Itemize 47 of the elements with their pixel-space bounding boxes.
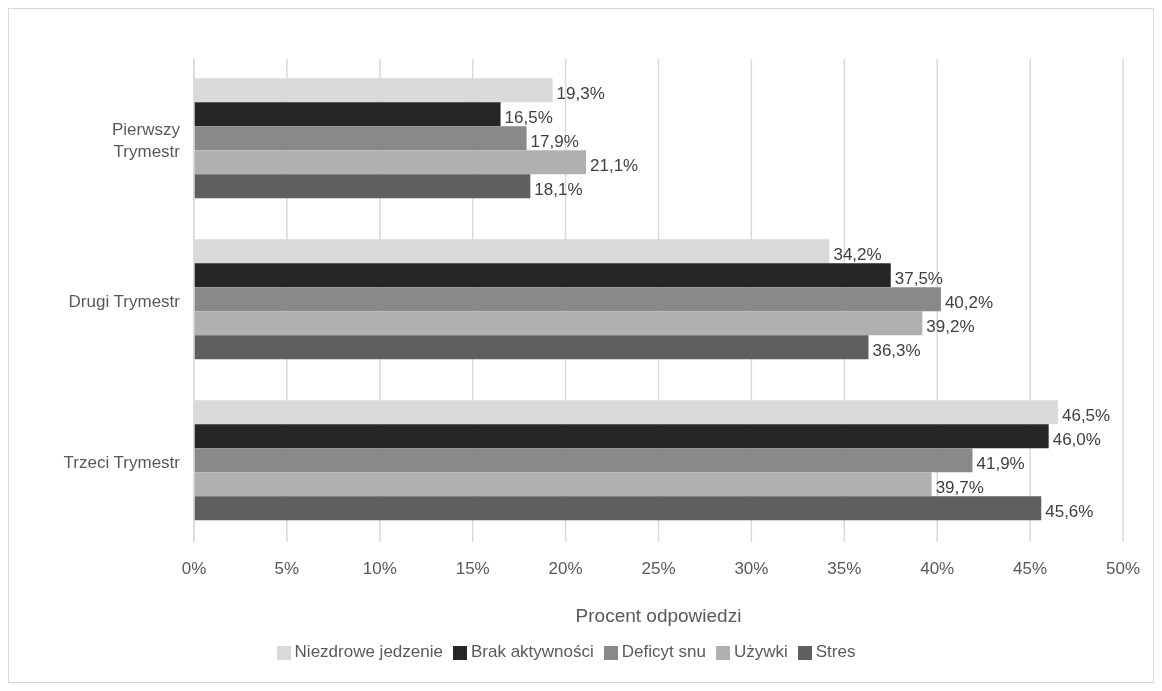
data-label: 36,3% (872, 341, 921, 361)
bar (194, 424, 1049, 449)
x-tick-label: 25% (641, 559, 676, 579)
x-tick-label: 45% (1013, 559, 1048, 579)
data-label: 41,9% (976, 454, 1025, 474)
x-tick-label: 10% (362, 559, 397, 579)
y-tick-label: Drugi Trymestr (68, 291, 181, 311)
data-label: 19,3% (556, 84, 605, 104)
data-label: 21,1% (590, 156, 639, 176)
x-tick-label: 20% (548, 559, 583, 579)
data-label: 46,5% (1061, 406, 1111, 426)
x-tick-label: 0% (181, 559, 207, 579)
data-label: 37,5% (894, 269, 943, 289)
x-tick-label: 50% (1105, 559, 1141, 579)
bar (194, 150, 587, 175)
bar (194, 472, 932, 497)
y-tick-label: Trzeci Trymestr (63, 452, 181, 472)
legend-label: Deficyt snu (621, 642, 706, 661)
bar (194, 311, 923, 336)
y-tick-label: Pierwszy Trymestr (111, 119, 181, 161)
x-tick-label: 40% (920, 559, 955, 579)
x-tick-label: 5% (274, 559, 300, 579)
bar (194, 174, 531, 199)
legend-label: Używki (733, 642, 788, 661)
data-label: 17,9% (530, 132, 579, 152)
bar (194, 126, 527, 151)
data-label: 16,5% (504, 108, 553, 128)
x-tick-label: 35% (827, 559, 862, 579)
x-axis-title: Procent odpowiedzi (575, 605, 742, 626)
bar (194, 335, 869, 360)
data-label: 34,2% (833, 245, 882, 265)
data-label: 45,6% (1045, 502, 1094, 522)
data-label: 46,0% (1052, 430, 1101, 450)
bar (194, 496, 1042, 521)
legend-label: Niezdrowe jedzenie (294, 642, 443, 661)
data-label: 40,2% (944, 293, 994, 313)
x-tick-label: 30% (734, 559, 769, 579)
legend-label: Stres (815, 642, 856, 661)
legend-label: Brak aktywności (470, 642, 594, 661)
bar (194, 287, 941, 312)
x-tick-label: 15% (455, 559, 490, 579)
bar (194, 263, 891, 288)
data-label: 18,1% (534, 180, 583, 200)
data-label: 39,2% (926, 317, 975, 337)
bar (194, 102, 501, 127)
data-label: 39,7% (935, 478, 984, 498)
bar (194, 448, 973, 473)
